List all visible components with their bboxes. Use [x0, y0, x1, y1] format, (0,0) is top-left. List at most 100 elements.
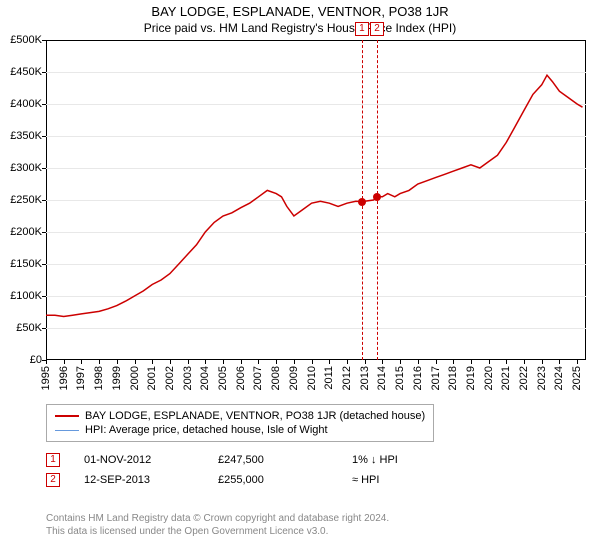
xtick-mark — [471, 360, 472, 364]
legend-swatch — [55, 415, 79, 417]
xtick-mark — [170, 360, 171, 364]
xtick-label: 2025 — [571, 366, 583, 390]
xtick-mark — [188, 360, 189, 364]
ytick-label: £300K — [10, 162, 42, 174]
legend-row: BAY LODGE, ESPLANADE, VENTNOR, PO38 1JR … — [55, 409, 425, 423]
xtick-mark — [258, 360, 259, 364]
xtick-mark — [382, 360, 383, 364]
xtick-mark — [577, 360, 578, 364]
xtick-mark — [294, 360, 295, 364]
xtick-mark — [223, 360, 224, 364]
xtick-mark — [276, 360, 277, 364]
xtick-label: 2011 — [323, 366, 335, 390]
xtick-mark — [329, 360, 330, 364]
transaction-row: 1 01-NOV-2012 £247,500 1% ↓ HPI — [46, 450, 442, 470]
xtick-mark — [524, 360, 525, 364]
xtick-mark — [241, 360, 242, 364]
xtick-mark — [99, 360, 100, 364]
transaction-marker-box: 1 — [355, 22, 369, 36]
xtick-label: 2013 — [359, 366, 371, 390]
transaction-dot — [373, 193, 381, 201]
series-svg — [46, 40, 586, 360]
chart-container: BAY LODGE, ESPLANADE, VENTNOR, PO38 1JR … — [0, 0, 600, 560]
xtick-label: 2019 — [465, 366, 477, 390]
xtick-label: 1998 — [93, 366, 105, 390]
transaction-date: 12-SEP-2013 — [84, 474, 194, 486]
xtick-label: 2003 — [182, 366, 194, 390]
transaction-dot — [358, 198, 366, 206]
xtick-label: 2009 — [288, 366, 300, 390]
xtick-mark — [436, 360, 437, 364]
attribution-text: Contains HM Land Registry data © Crown c… — [46, 512, 389, 538]
xtick-label: 2006 — [235, 366, 247, 390]
xtick-mark — [559, 360, 560, 364]
transaction-vs-hpi: 1% ↓ HPI — [352, 454, 442, 466]
xtick-mark — [453, 360, 454, 364]
attribution-line-1: Contains HM Land Registry data © Crown c… — [46, 512, 389, 525]
ytick-label: £50K — [16, 322, 42, 334]
xtick-mark — [46, 360, 47, 364]
legend-label: HPI: Average price, detached house, Isle… — [85, 424, 328, 436]
legend-swatch — [55, 430, 79, 431]
transaction-row-marker: 1 — [46, 453, 60, 467]
xtick-mark — [400, 360, 401, 364]
transaction-row: 2 12-SEP-2013 £255,000 ≈ HPI — [46, 470, 442, 490]
transaction-price: £247,500 — [218, 454, 328, 466]
ytick-label: £0 — [30, 354, 42, 366]
transaction-row-marker: 2 — [46, 473, 60, 487]
ytick-label: £500K — [10, 34, 42, 46]
xtick-label: 2012 — [341, 366, 353, 390]
ytick-label: £450K — [10, 66, 42, 78]
ytick-label: £200K — [10, 226, 42, 238]
series-line-main — [46, 75, 583, 316]
xtick-label: 2010 — [306, 366, 318, 390]
chart-subtitle: Price paid vs. HM Land Registry's House … — [0, 19, 600, 37]
transactions-table: 1 01-NOV-2012 £247,500 1% ↓ HPI 2 12-SEP-2013… — [46, 450, 442, 490]
legend-row: HPI: Average price, detached house, Isle… — [55, 423, 425, 437]
xtick-label: 2002 — [164, 366, 176, 390]
xtick-mark — [117, 360, 118, 364]
xtick-mark — [152, 360, 153, 364]
xtick-mark — [489, 360, 490, 364]
xtick-label: 2001 — [146, 366, 158, 390]
ytick-label: £100K — [10, 290, 42, 302]
xtick-label: 2022 — [518, 366, 530, 390]
transaction-date: 01-NOV-2012 — [84, 454, 194, 466]
xtick-label: 2024 — [553, 366, 565, 390]
plot-area: £0£50K£100K£150K£200K£250K£300K£350K£400… — [46, 40, 586, 360]
xtick-label: 2015 — [394, 366, 406, 390]
xtick-label: 2018 — [447, 366, 459, 390]
chart-title: BAY LODGE, ESPLANADE, VENTNOR, PO38 1JR — [0, 0, 600, 19]
xtick-label: 2005 — [217, 366, 229, 390]
xtick-label: 2008 — [270, 366, 282, 390]
transaction-vs-hpi: ≈ HPI — [352, 474, 442, 486]
xtick-mark — [347, 360, 348, 364]
xtick-label: 2020 — [483, 366, 495, 390]
transaction-price: £255,000 — [218, 474, 328, 486]
xtick-label: 2007 — [252, 366, 264, 390]
xtick-label: 2023 — [536, 366, 548, 390]
xtick-label: 1996 — [58, 366, 70, 390]
ytick-label: £150K — [10, 258, 42, 270]
transaction-marker-box: 2 — [370, 22, 384, 36]
attribution-line-2: This data is licensed under the Open Gov… — [46, 525, 389, 538]
xtick-label: 2014 — [376, 366, 388, 390]
ytick-label: £250K — [10, 194, 42, 206]
xtick-mark — [418, 360, 419, 364]
xtick-label: 2004 — [199, 366, 211, 390]
xtick-mark — [205, 360, 206, 364]
ytick-label: £400K — [10, 98, 42, 110]
xtick-mark — [312, 360, 313, 364]
ytick-label: £350K — [10, 130, 42, 142]
xtick-label: 2000 — [129, 366, 141, 390]
xtick-label: 2021 — [500, 366, 512, 390]
xtick-mark — [64, 360, 65, 364]
legend-box: BAY LODGE, ESPLANADE, VENTNOR, PO38 1JR … — [46, 404, 434, 442]
xtick-mark — [506, 360, 507, 364]
xtick-mark — [81, 360, 82, 364]
xtick-label: 1999 — [111, 366, 123, 390]
xtick-label: 2017 — [430, 366, 442, 390]
xtick-label: 2016 — [412, 366, 424, 390]
legend-label: BAY LODGE, ESPLANADE, VENTNOR, PO38 1JR … — [85, 410, 425, 422]
xtick-mark — [135, 360, 136, 364]
